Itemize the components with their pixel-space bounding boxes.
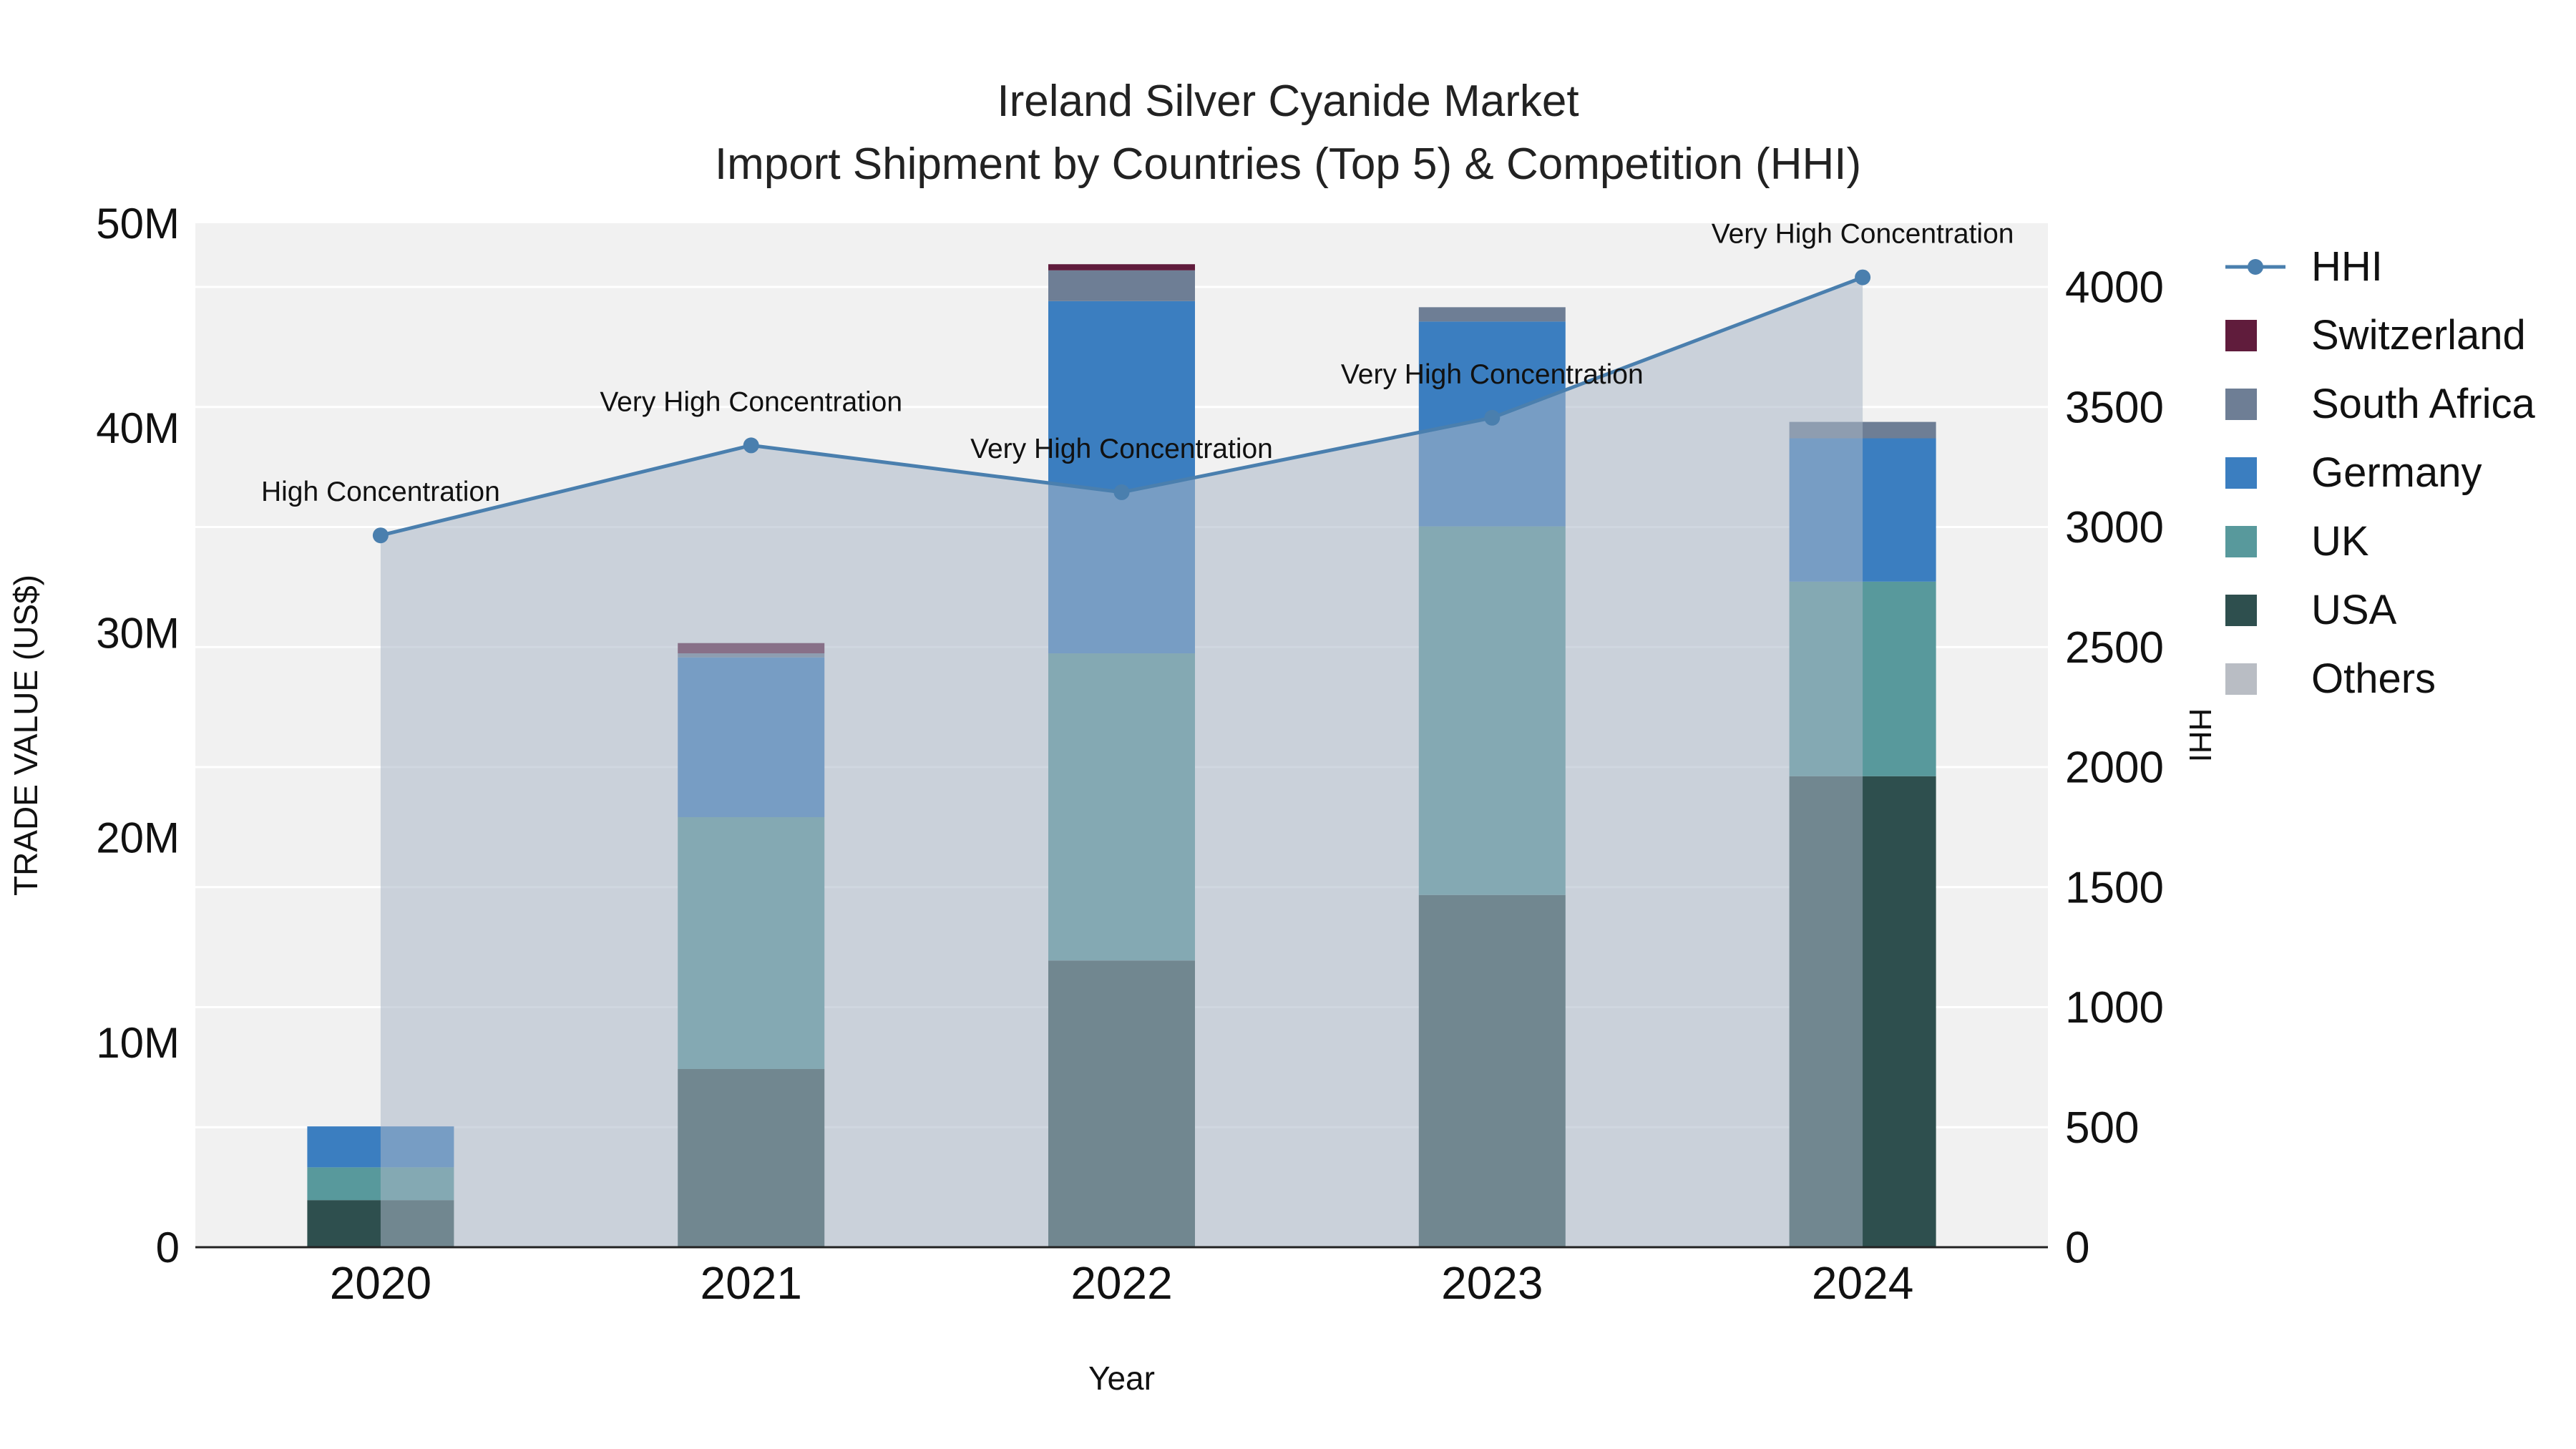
legend-item-others[interactable]: Others xyxy=(2225,645,2535,713)
legend-item-switzerland[interactable]: Switzerland xyxy=(2225,301,2535,370)
hhi-legend-swatch xyxy=(2225,251,2285,283)
germany-legend-swatch xyxy=(2225,457,2285,489)
annotation-2021: Very High Concentration xyxy=(600,386,902,417)
y-right-axis-title: HHI xyxy=(2182,708,2218,763)
y-right-tick-label: 1500 xyxy=(2065,863,2164,912)
usa-legend-swatch xyxy=(2225,595,2285,626)
y-right-tick-label: 2000 xyxy=(2065,743,2164,793)
y-left-tick-label: 0 xyxy=(156,1224,180,1272)
x-tick-label-2024: 2024 xyxy=(1812,1257,1913,1309)
hhi-marker-2024 xyxy=(1855,269,1871,286)
hhi-marker-2021 xyxy=(743,437,759,454)
legend-item-germany[interactable]: Germany xyxy=(2225,439,2535,507)
y-left-tick-label: 10M xyxy=(96,1019,180,1067)
annotation-2024: Very High Concentration xyxy=(1712,219,2014,250)
legend-label-usa: USA xyxy=(2311,587,2397,633)
legend-label-switzerland: Switzerland xyxy=(2311,312,2526,358)
chart-title-line2: Import Shipment by Countries (Top 5) & C… xyxy=(714,140,1862,189)
switzerland-legend-swatch xyxy=(2225,320,2285,351)
chart-title-line1: Ireland Silver Cyanide Market xyxy=(997,77,1579,126)
bar-segment-switzerland-2022 xyxy=(1048,264,1195,270)
y-right-tick-label: 500 xyxy=(2065,1103,2139,1153)
south-africa-legend-swatch xyxy=(2225,389,2285,420)
legend-item-south-africa[interactable]: South Africa xyxy=(2225,370,2535,439)
y-left-tick-label: 20M xyxy=(96,814,180,862)
x-tick-label-2020: 2020 xyxy=(330,1257,431,1309)
legend-item-hhi[interactable]: HHI xyxy=(2225,233,2535,301)
uk-legend-swatch xyxy=(2225,526,2285,557)
x-tick-label-2023: 2023 xyxy=(1441,1257,1543,1309)
annotation-2022: Very High Concentration xyxy=(970,434,1273,464)
hhi-marker-2022 xyxy=(1113,484,1130,500)
legend-label-uk: UK xyxy=(2311,518,2369,565)
annotation-2020: High Concentration xyxy=(261,477,500,507)
y-right-tick-label: 1000 xyxy=(2065,983,2164,1033)
y-left-tick-label: 50M xyxy=(96,200,180,248)
hhi-marker-2020 xyxy=(372,527,389,544)
y-right-tick-label: 3000 xyxy=(2065,503,2164,552)
legend-label-others: Others xyxy=(2311,655,2436,702)
hhi-area xyxy=(380,277,1863,1248)
y-left-tick-label: 30M xyxy=(96,609,180,657)
x-axis-title: Year xyxy=(1088,1360,1155,1397)
bar-segment-south-africa-2023 xyxy=(1418,307,1566,322)
hhi-marker-2023 xyxy=(1484,409,1501,426)
legend-item-uk[interactable]: UK xyxy=(2225,507,2535,576)
legend-item-usa[interactable]: USA xyxy=(2225,576,2535,645)
chart-title: Ireland Silver Cyanide Market Import Shi… xyxy=(0,70,2576,196)
legend-label-germany: Germany xyxy=(2311,449,2482,496)
y-right-tick-label: 3500 xyxy=(2065,383,2164,432)
annotation-2023: Very High Concentration xyxy=(1341,359,1644,390)
others-legend-swatch xyxy=(2225,663,2285,695)
legend-label-hhi: HHI xyxy=(2311,243,2383,290)
x-tick-label-2022: 2022 xyxy=(1070,1257,1172,1309)
y-left-tick-label: 40M xyxy=(96,404,180,452)
x-tick-label-2021: 2021 xyxy=(701,1257,802,1309)
y-right-tick-label: 4000 xyxy=(2065,263,2164,313)
bar-segment-south-africa-2022 xyxy=(1048,270,1195,301)
y-left-axis-title: TRADE VALUE (US$) xyxy=(7,575,44,896)
legend: HHI Switzerland South Africa Germany UK USA Ot… xyxy=(2225,233,2535,713)
legend-label-south-africa: South Africa xyxy=(2311,381,2535,427)
y-right-tick-label: 0 xyxy=(2065,1224,2089,1273)
y-right-tick-label: 2500 xyxy=(2065,623,2164,673)
